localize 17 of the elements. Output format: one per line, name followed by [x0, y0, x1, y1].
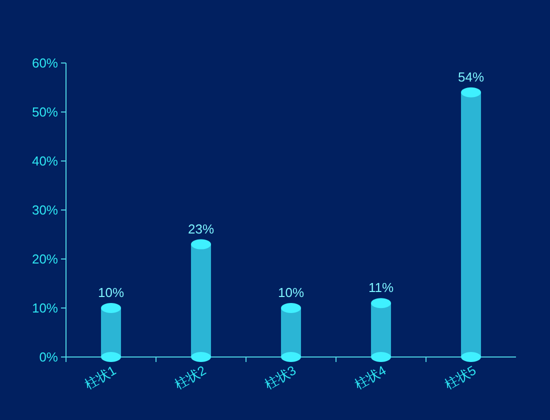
data-label: 23% — [188, 221, 214, 236]
y-tick-label: 40% — [32, 154, 58, 168]
data-label: 54% — [458, 69, 484, 84]
data-label: 11% — [368, 280, 394, 296]
data-label: 10% — [98, 285, 124, 300]
data-label: 10% — [278, 285, 304, 300]
y-tick-label: 30% — [32, 202, 58, 218]
y-tick-label: 60% — [32, 56, 58, 70]
y-tick-label: 0% — [39, 350, 58, 364]
x-tick-label: 柱状1 — [82, 362, 118, 392]
x-tick-label: 柱状3 — [262, 362, 298, 392]
y-tick-label: 10% — [32, 300, 58, 316]
x-tick-label: 柱状4 — [352, 362, 388, 392]
y-tick-label: 20% — [32, 252, 58, 266]
x-tick-label: 柱状2 — [172, 362, 208, 392]
x-tick-label: 柱状5 — [442, 362, 478, 392]
y-tick-label: 50% — [32, 104, 58, 120]
